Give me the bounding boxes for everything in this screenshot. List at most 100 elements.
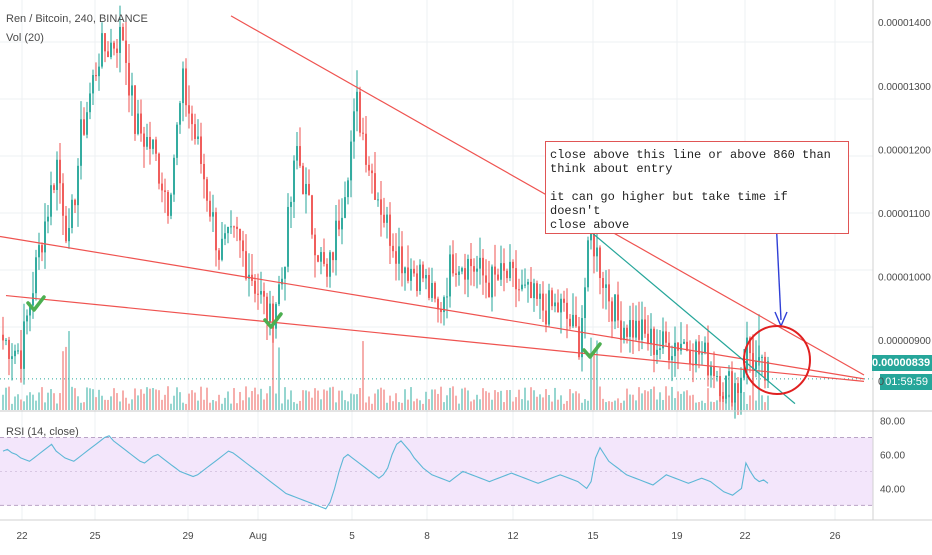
candle-body-18 bbox=[56, 159, 58, 190]
volume-bar-217 bbox=[653, 386, 655, 410]
candle-body-81 bbox=[245, 251, 247, 279]
candle-body-226 bbox=[680, 343, 682, 351]
volume-bar-50 bbox=[152, 387, 154, 410]
volume-bar-65 bbox=[197, 400, 199, 410]
candle-body-20 bbox=[62, 183, 64, 216]
volume-bar-18 bbox=[56, 403, 58, 410]
volume-label[interactable]: Vol (20) bbox=[6, 32, 44, 44]
candle-body-249 bbox=[749, 337, 751, 354]
candle-body-143 bbox=[431, 282, 433, 298]
candle-body-41 bbox=[125, 40, 127, 63]
candle-body-136 bbox=[410, 268, 412, 281]
volume-bar-181 bbox=[545, 389, 547, 410]
candle-body-39 bbox=[119, 26, 121, 53]
candle-body-124 bbox=[374, 173, 376, 200]
volume-bar-92 bbox=[278, 347, 280, 410]
candle-body-88 bbox=[266, 296, 268, 323]
volume-bar-75 bbox=[227, 391, 229, 410]
volume-bar-153 bbox=[461, 388, 463, 410]
volume-bar-85 bbox=[257, 394, 259, 410]
volume-bar-17 bbox=[53, 393, 55, 410]
candle-body-200 bbox=[602, 278, 604, 288]
candle-body-241 bbox=[725, 375, 727, 399]
volume-bar-183 bbox=[551, 401, 553, 410]
candle-body-110 bbox=[332, 252, 334, 261]
checkmark-icon-3 bbox=[582, 342, 602, 359]
candle-body-111 bbox=[335, 220, 337, 261]
trendline-lower-downtrend bbox=[5, 294, 865, 382]
rsi-label[interactable]: RSI (14, close) bbox=[6, 426, 79, 438]
countdown-prefix: 0 bbox=[878, 376, 885, 388]
volume-bar-108 bbox=[326, 390, 328, 410]
candle-body-151 bbox=[455, 273, 457, 275]
volume-bar-59 bbox=[179, 392, 181, 410]
note-line-4: close above bbox=[550, 218, 630, 232]
candle-body-134 bbox=[404, 267, 406, 274]
volume-bar-60 bbox=[182, 402, 184, 410]
rsi-tick-1: 60.00 bbox=[880, 450, 905, 461]
candle-body-84 bbox=[254, 280, 256, 294]
candle-body-123 bbox=[371, 170, 373, 174]
volume-bar-89 bbox=[269, 386, 271, 410]
candle-body-16 bbox=[50, 185, 52, 217]
candle-body-43 bbox=[131, 85, 133, 96]
candle-body-169 bbox=[509, 261, 511, 279]
annotation-note[interactable]: close above this line or above 860 than … bbox=[545, 141, 849, 234]
symbol-title[interactable]: Ren / Bitcoin, 240, BINANCE bbox=[6, 13, 148, 25]
candle-body-159 bbox=[479, 257, 481, 269]
price-tick-1: 0.00001300 bbox=[878, 82, 931, 93]
candle-body-130 bbox=[392, 245, 394, 252]
candle-body-133 bbox=[401, 246, 403, 274]
candle-body-191 bbox=[575, 314, 577, 327]
volume-bar-195 bbox=[587, 400, 589, 410]
candle-body-8 bbox=[26, 315, 28, 322]
volume-bar-137 bbox=[413, 401, 415, 410]
volume-bar-48 bbox=[146, 387, 148, 410]
volume-bar-168 bbox=[506, 390, 508, 410]
candle-body-54 bbox=[164, 190, 166, 192]
candle-body-90 bbox=[272, 303, 274, 329]
candle-body-61 bbox=[185, 68, 187, 106]
candle-body-223 bbox=[671, 356, 673, 361]
volume-bar-91 bbox=[275, 393, 277, 410]
candle-body-145 bbox=[437, 298, 439, 310]
candle-body-87 bbox=[263, 291, 265, 297]
rsi-tick-0: 80.00 bbox=[880, 416, 905, 427]
volume-bar-27 bbox=[83, 402, 85, 410]
candle-body-144 bbox=[434, 282, 436, 299]
volume-bar-3 bbox=[11, 403, 13, 410]
volume-bar-174 bbox=[524, 387, 526, 410]
candle-body-244 bbox=[734, 383, 736, 403]
candle-body-211 bbox=[635, 320, 637, 338]
candle-body-142 bbox=[428, 275, 430, 298]
volume-bar-224 bbox=[674, 398, 676, 410]
time-tick-10: 26 bbox=[829, 531, 841, 542]
volume-bar-34 bbox=[104, 399, 106, 410]
candle-body-232 bbox=[698, 341, 700, 355]
candle-body-119 bbox=[359, 91, 361, 133]
volume-bar-222 bbox=[668, 395, 670, 410]
candle-body-202 bbox=[608, 284, 610, 302]
volume-bar-11 bbox=[35, 400, 37, 410]
volume-bar-82 bbox=[248, 397, 250, 410]
volume-bar-116 bbox=[350, 393, 352, 410]
candle-body-91 bbox=[275, 304, 277, 329]
volume-bar-152 bbox=[458, 403, 460, 410]
volume-bar-218 bbox=[656, 399, 658, 410]
candle-body-95 bbox=[287, 206, 289, 267]
volume-bar-144 bbox=[434, 389, 436, 410]
volume-bar-166 bbox=[500, 390, 502, 410]
volume-bar-19 bbox=[59, 393, 61, 410]
candle-body-204 bbox=[614, 294, 616, 322]
volume-bar-176 bbox=[530, 387, 532, 410]
volume-bar-253 bbox=[761, 395, 763, 410]
candle-body-206 bbox=[620, 320, 622, 341]
volume-bar-10 bbox=[32, 394, 34, 410]
time-tick-9: 22 bbox=[739, 531, 751, 542]
candle-body-227 bbox=[683, 341, 685, 344]
candle-body-40 bbox=[122, 26, 124, 41]
note-line-2: think about entry bbox=[550, 162, 673, 176]
volume-bar-83 bbox=[251, 391, 253, 410]
volume-bar-115 bbox=[347, 401, 349, 410]
candle-body-254 bbox=[764, 356, 766, 381]
